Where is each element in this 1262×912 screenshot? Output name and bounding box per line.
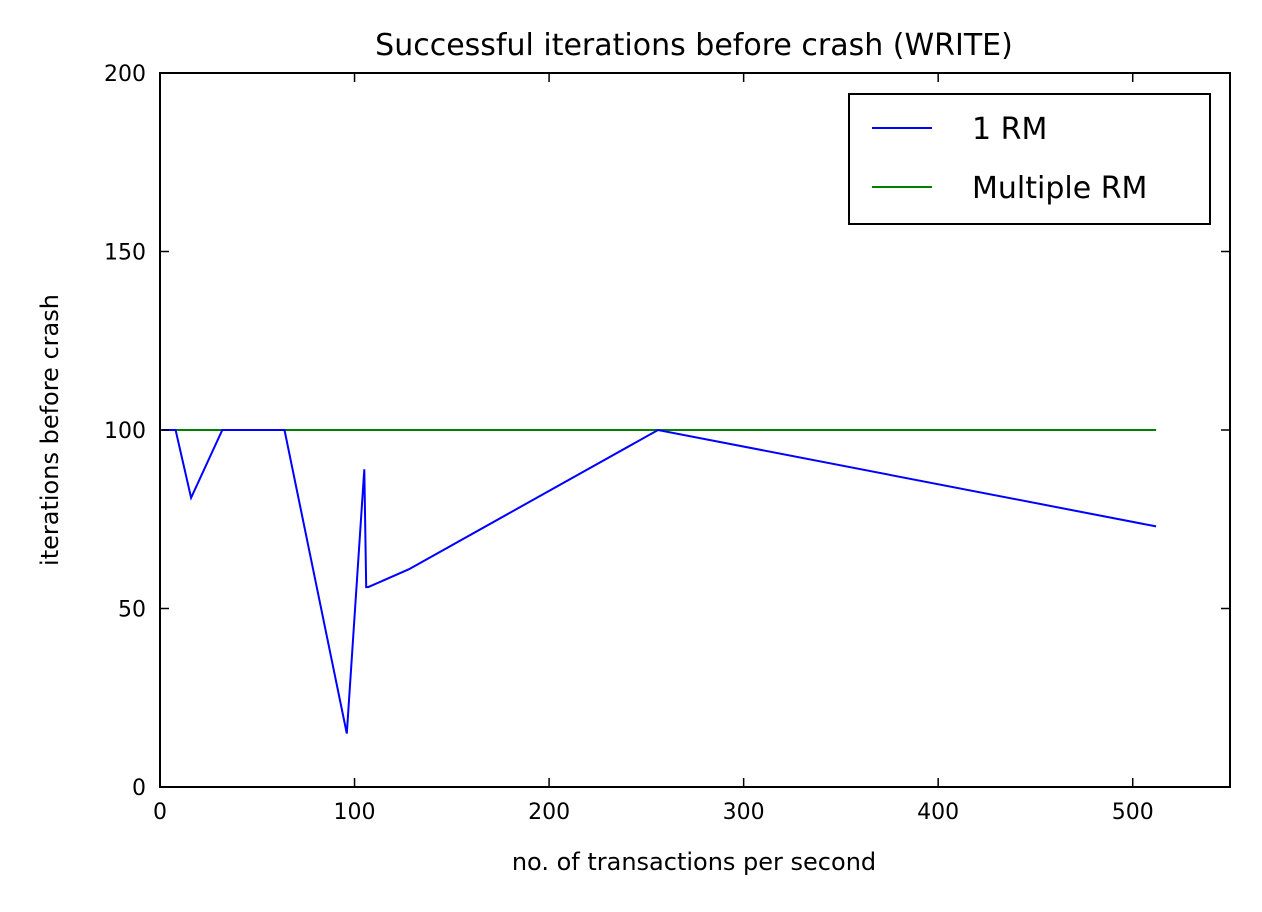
chart-title: Successful iterations before crash (WRIT… <box>375 28 1013 63</box>
legend: 1 RM Multiple RM <box>848 93 1211 225</box>
legend-label-1-rm: 1 RM <box>972 112 1047 147</box>
x-axis-ticks: 0 100 200 300 400 500 <box>153 73 1154 825</box>
y-axis-ticks: 0 50 100 150 200 <box>104 62 1230 801</box>
x-axis-label: no. of transactions per second <box>512 848 876 876</box>
y-tick-label: 150 <box>104 241 146 266</box>
legend-label-multiple-rm: Multiple RM <box>972 171 1147 206</box>
y-tick-label: 0 <box>132 776 146 801</box>
y-tick-label: 50 <box>118 598 146 623</box>
x-tick-label: 100 <box>334 800 376 825</box>
y-tick-label: 100 <box>104 419 146 444</box>
x-tick-label: 300 <box>723 800 765 825</box>
plot-lines <box>161 428 1157 734</box>
x-tick-label: 0 <box>153 800 167 825</box>
x-tick-label: 500 <box>1112 800 1154 825</box>
y-axis-label: iterations before crash <box>36 294 64 566</box>
legend-box <box>848 93 1211 225</box>
series-line-1-rm <box>161 428 1157 734</box>
x-tick-label: 400 <box>917 800 959 825</box>
x-tick-label: 200 <box>528 800 570 825</box>
y-tick-label: 200 <box>104 62 146 87</box>
